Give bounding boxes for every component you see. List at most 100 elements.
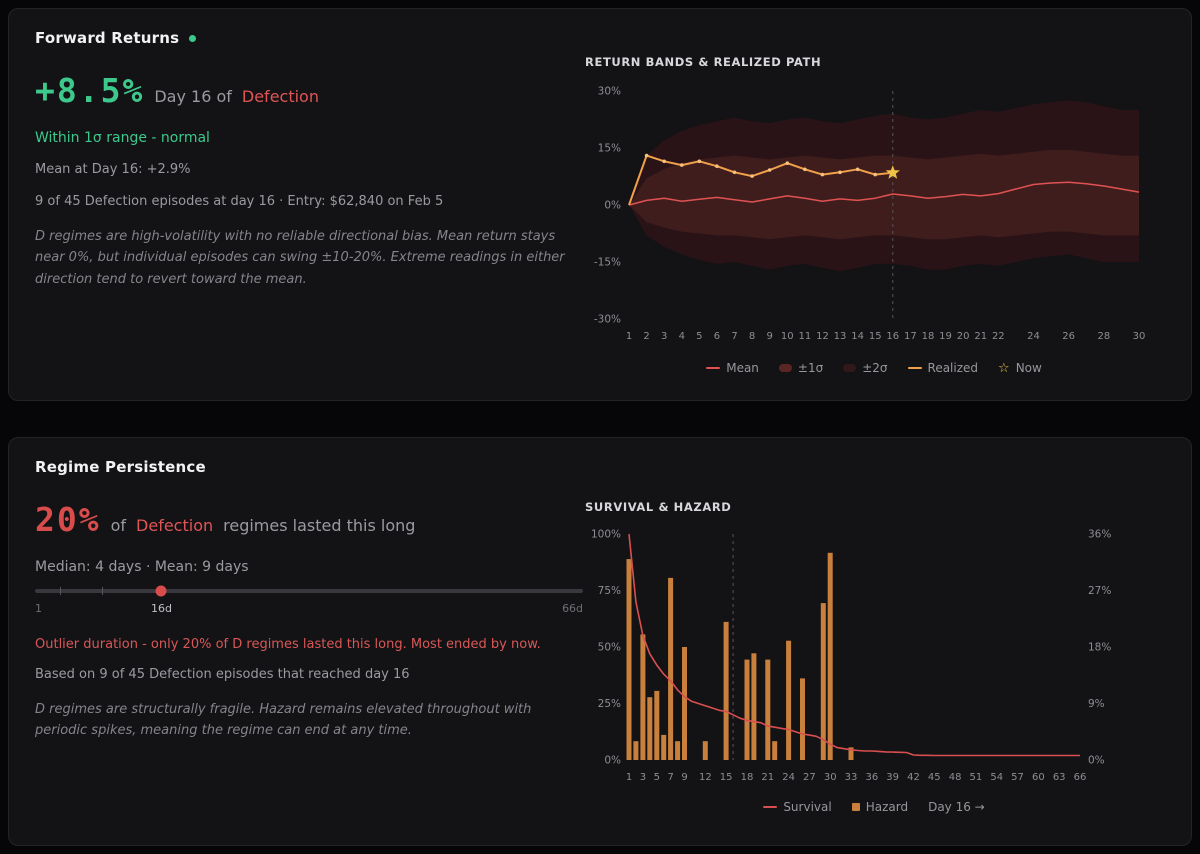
- slider-labels: 1 16d 66d: [35, 602, 583, 617]
- svg-text:18%: 18%: [1088, 641, 1111, 653]
- svg-text:15: 15: [720, 772, 733, 783]
- svg-text:12: 12: [816, 331, 829, 342]
- svg-text:3: 3: [640, 772, 646, 783]
- svg-text:0%: 0%: [604, 200, 621, 212]
- forward-return-value: +8.5%: [35, 71, 145, 110]
- legend-label-hazard: Hazard: [865, 799, 909, 814]
- slider-current-label: 16d: [150, 601, 172, 615]
- svg-text:22: 22: [992, 331, 1005, 342]
- svg-text:0%: 0%: [604, 754, 621, 766]
- persistence-regime-name: Defection: [136, 515, 214, 535]
- svg-text:18: 18: [741, 772, 754, 783]
- svg-text:4: 4: [679, 331, 685, 342]
- slider-tick-mark: [60, 586, 62, 595]
- persistence-regime-description: D regimes are structurally fragile. Haza…: [35, 701, 532, 738]
- svg-text:21: 21: [761, 772, 774, 783]
- svg-text:11: 11: [799, 331, 812, 342]
- svg-text:33: 33: [845, 772, 858, 783]
- slider-handle[interactable]: [155, 585, 167, 597]
- svg-text:60: 60: [1032, 772, 1045, 783]
- svg-text:57: 57: [1011, 772, 1024, 783]
- returns-chart-title: RETURN BANDS & REALIZED PATH: [585, 55, 822, 69]
- svg-text:100%: 100%: [591, 528, 621, 540]
- mean-line-swatch-icon: [706, 367, 721, 369]
- now-star-icon: ☆: [998, 360, 1010, 376]
- svg-text:24: 24: [782, 772, 795, 783]
- legend-label-day16: Day 16 →: [928, 799, 985, 814]
- svg-text:15%: 15%: [598, 143, 621, 155]
- svg-text:66: 66: [1074, 772, 1087, 783]
- svg-text:6: 6: [714, 331, 720, 342]
- svg-text:9: 9: [767, 331, 773, 342]
- legend-item-hazard: Hazard: [851, 799, 909, 814]
- svg-text:30: 30: [1133, 331, 1146, 342]
- legend-item-survival: Survival: [763, 800, 832, 814]
- svg-text:50%: 50%: [598, 641, 621, 653]
- svg-text:8: 8: [749, 331, 755, 342]
- svg-text:-15%: -15%: [594, 257, 621, 269]
- legend-label-mean: Mean: [726, 361, 759, 375]
- svg-text:28: 28: [1098, 331, 1111, 342]
- svg-text:0%: 0%: [1088, 754, 1105, 766]
- slider-max-label: 66d: [562, 601, 584, 615]
- slider-track[interactable]: [35, 585, 584, 597]
- duration-slider[interactable]: 1 16d 66d: [35, 585, 584, 617]
- persistence-percent-value: 20%: [35, 499, 101, 539]
- svg-text:20: 20: [957, 331, 970, 342]
- svg-text:2: 2: [643, 331, 649, 342]
- svg-text:10: 10: [781, 331, 794, 342]
- svg-text:7: 7: [731, 331, 737, 342]
- slider-tick-mark: [102, 586, 104, 595]
- persistence-headline: 20% of Defection regimes lasted this lon…: [35, 500, 583, 539]
- regime-persistence-panel: Regime Persistence 20% of Defection regi…: [8, 436, 1192, 846]
- survival-chart-title: SURVIVAL & HAZARD: [585, 499, 732, 514]
- survival-hazard-chart: 100%75%50%25%0%36%27%18%9%0%1 3 5 7 9 12 15 18 2…: [591, 528, 1111, 783]
- svg-text:30%: 30%: [598, 86, 621, 98]
- svg-text:13: 13: [834, 331, 847, 342]
- forward-regime-description: D regimes are high-volatility with no re…: [35, 229, 565, 287]
- median-mean-text: Median: 4 days · Mean: 9 days: [35, 558, 249, 575]
- svg-text:36: 36: [866, 772, 879, 783]
- svg-text:25%: 25%: [598, 698, 621, 710]
- svg-text:9%: 9%: [1088, 698, 1105, 710]
- survival-chart-area: SURVIVAL & HAZARD 100% 75% 50% 25% 0% 36% 27% 1…: [583, 458, 1165, 831]
- legend-item-2sigma: ±2σ: [843, 361, 888, 375]
- svg-text:42: 42: [907, 772, 920, 783]
- svg-text:24: 24: [1027, 331, 1040, 342]
- persistence-summary: Regime Persistence 20% of Defection regi…: [35, 457, 584, 831]
- legend-label-now: Now: [1015, 361, 1042, 375]
- svg-text:19: 19: [939, 331, 952, 342]
- outlier-warning-text: Outlier duration - only 20% of D regimes…: [35, 636, 541, 652]
- live-status-dot-icon: [189, 34, 197, 42]
- band-2sigma-swatch-icon: [843, 364, 857, 372]
- persistence-title: Regime Persistence: [35, 457, 206, 476]
- legend-item-now: ☆ Now: [998, 361, 1042, 375]
- slider-min-label: 1: [35, 601, 42, 615]
- legend-item-day16: Day 16 →: [928, 800, 985, 814]
- persistence-lasted-label: regimes lasted this long: [223, 515, 416, 535]
- svg-text:5: 5: [696, 331, 702, 342]
- svg-text:36%: 36%: [1088, 528, 1111, 540]
- realized-line-swatch-icon: [907, 367, 922, 369]
- svg-text:26: 26: [1062, 331, 1075, 342]
- svg-text:30: 30: [824, 772, 837, 783]
- legend-label-realized: Realized: [927, 361, 979, 375]
- svg-text:9: 9: [681, 772, 687, 783]
- svg-text:3: 3: [661, 331, 667, 342]
- svg-text:14: 14: [851, 331, 864, 342]
- return-bands-chart: 30%15%0%-15%-30%1 2 3 4 5 6 7 8 9 10 11 12 13 14 15 16 1…: [594, 86, 1146, 343]
- svg-text:7: 7: [667, 772, 673, 783]
- svg-text:1: 1: [626, 331, 632, 342]
- svg-text:18: 18: [922, 331, 935, 342]
- episodes-entry-text: 9 of 45 Defection episodes at day 16 · E…: [35, 194, 444, 209]
- svg-text:39: 39: [886, 772, 899, 783]
- legend-item-realized: Realized: [907, 361, 979, 375]
- svg-text:16: 16: [886, 331, 899, 342]
- svg-text:1: 1: [626, 772, 632, 783]
- based-on-text: Based on 9 of 45 Defection episodes that…: [35, 666, 410, 682]
- forward-returns-title-row: Forward Returns: [35, 29, 583, 47]
- survival-line-swatch-icon: [763, 805, 778, 808]
- forward-return-headline: +8.5% Day 16 of Defection: [35, 71, 583, 110]
- hazard-bar-swatch-icon: [851, 802, 860, 811]
- survival-chart-legend: Survival Hazard Day 16 →: [583, 800, 1165, 814]
